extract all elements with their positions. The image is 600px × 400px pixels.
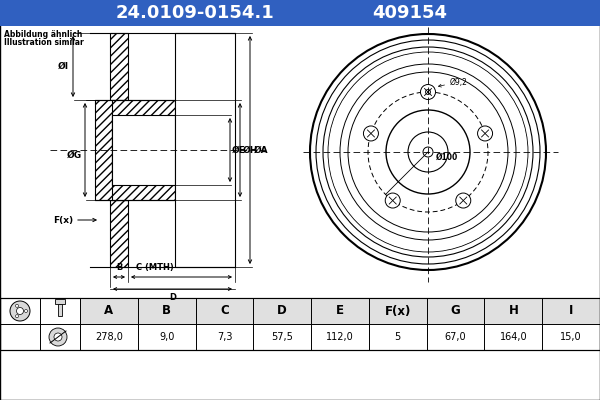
Circle shape bbox=[329, 53, 527, 251]
Circle shape bbox=[456, 193, 471, 208]
Circle shape bbox=[10, 301, 30, 321]
Text: D: D bbox=[277, 304, 287, 318]
Text: 7,3: 7,3 bbox=[217, 332, 232, 342]
Text: B: B bbox=[116, 263, 122, 272]
Text: E: E bbox=[336, 304, 344, 318]
Text: 164,0: 164,0 bbox=[500, 332, 527, 342]
Circle shape bbox=[408, 132, 448, 172]
Text: 57,5: 57,5 bbox=[271, 332, 293, 342]
Text: 24.0109-0154.1: 24.0109-0154.1 bbox=[116, 4, 274, 22]
Bar bbox=[55, 299, 65, 304]
Bar bbox=[0, 298, 600, 350]
Text: A: A bbox=[104, 304, 113, 318]
Text: 5: 5 bbox=[395, 332, 401, 342]
Bar bbox=[175, 33, 235, 267]
Bar bbox=[110, 200, 128, 267]
Circle shape bbox=[386, 110, 470, 194]
Text: D: D bbox=[169, 293, 176, 302]
Text: C (MTH): C (MTH) bbox=[136, 263, 174, 272]
Text: 9,0: 9,0 bbox=[159, 332, 175, 342]
Text: 278,0: 278,0 bbox=[95, 332, 123, 342]
Text: B: B bbox=[162, 304, 171, 318]
Text: Abbildung ähnlich: Abbildung ähnlich bbox=[4, 30, 82, 39]
Bar bbox=[58, 304, 62, 316]
Circle shape bbox=[16, 304, 19, 307]
Circle shape bbox=[421, 84, 436, 100]
Text: I: I bbox=[569, 304, 573, 318]
Bar bbox=[110, 33, 128, 100]
Circle shape bbox=[16, 315, 19, 318]
Text: C: C bbox=[220, 304, 229, 318]
Text: H: H bbox=[508, 304, 518, 318]
Text: Ø100: Ø100 bbox=[436, 152, 458, 162]
Circle shape bbox=[49, 328, 67, 346]
Text: 112,0: 112,0 bbox=[326, 332, 354, 342]
Text: G: G bbox=[451, 304, 460, 318]
Text: ØI: ØI bbox=[58, 62, 69, 71]
Bar bbox=[0, 0, 600, 26]
Bar bbox=[112, 115, 128, 185]
Bar bbox=[112, 100, 175, 200]
Bar bbox=[0, 298, 600, 350]
Circle shape bbox=[54, 333, 62, 341]
Circle shape bbox=[364, 126, 379, 141]
Circle shape bbox=[25, 310, 28, 312]
Bar bbox=[112, 115, 175, 185]
Text: Illustration similar: Illustration similar bbox=[4, 38, 84, 47]
Text: ØE: ØE bbox=[232, 146, 246, 154]
Circle shape bbox=[423, 147, 433, 157]
Circle shape bbox=[478, 126, 493, 141]
Text: 67,0: 67,0 bbox=[445, 332, 466, 342]
Text: F(x): F(x) bbox=[53, 216, 73, 224]
Text: ØA: ØA bbox=[254, 146, 269, 154]
Text: ØG: ØG bbox=[67, 150, 82, 160]
Bar bbox=[95, 100, 128, 200]
Circle shape bbox=[425, 90, 431, 94]
Bar bbox=[80, 298, 600, 324]
Circle shape bbox=[17, 308, 23, 314]
Circle shape bbox=[385, 193, 400, 208]
Text: 409154: 409154 bbox=[373, 4, 448, 22]
Text: F(x): F(x) bbox=[385, 304, 411, 318]
Text: Ø9,2: Ø9,2 bbox=[439, 78, 468, 87]
Text: ØH: ØH bbox=[243, 146, 259, 154]
Text: 15,0: 15,0 bbox=[560, 332, 582, 342]
